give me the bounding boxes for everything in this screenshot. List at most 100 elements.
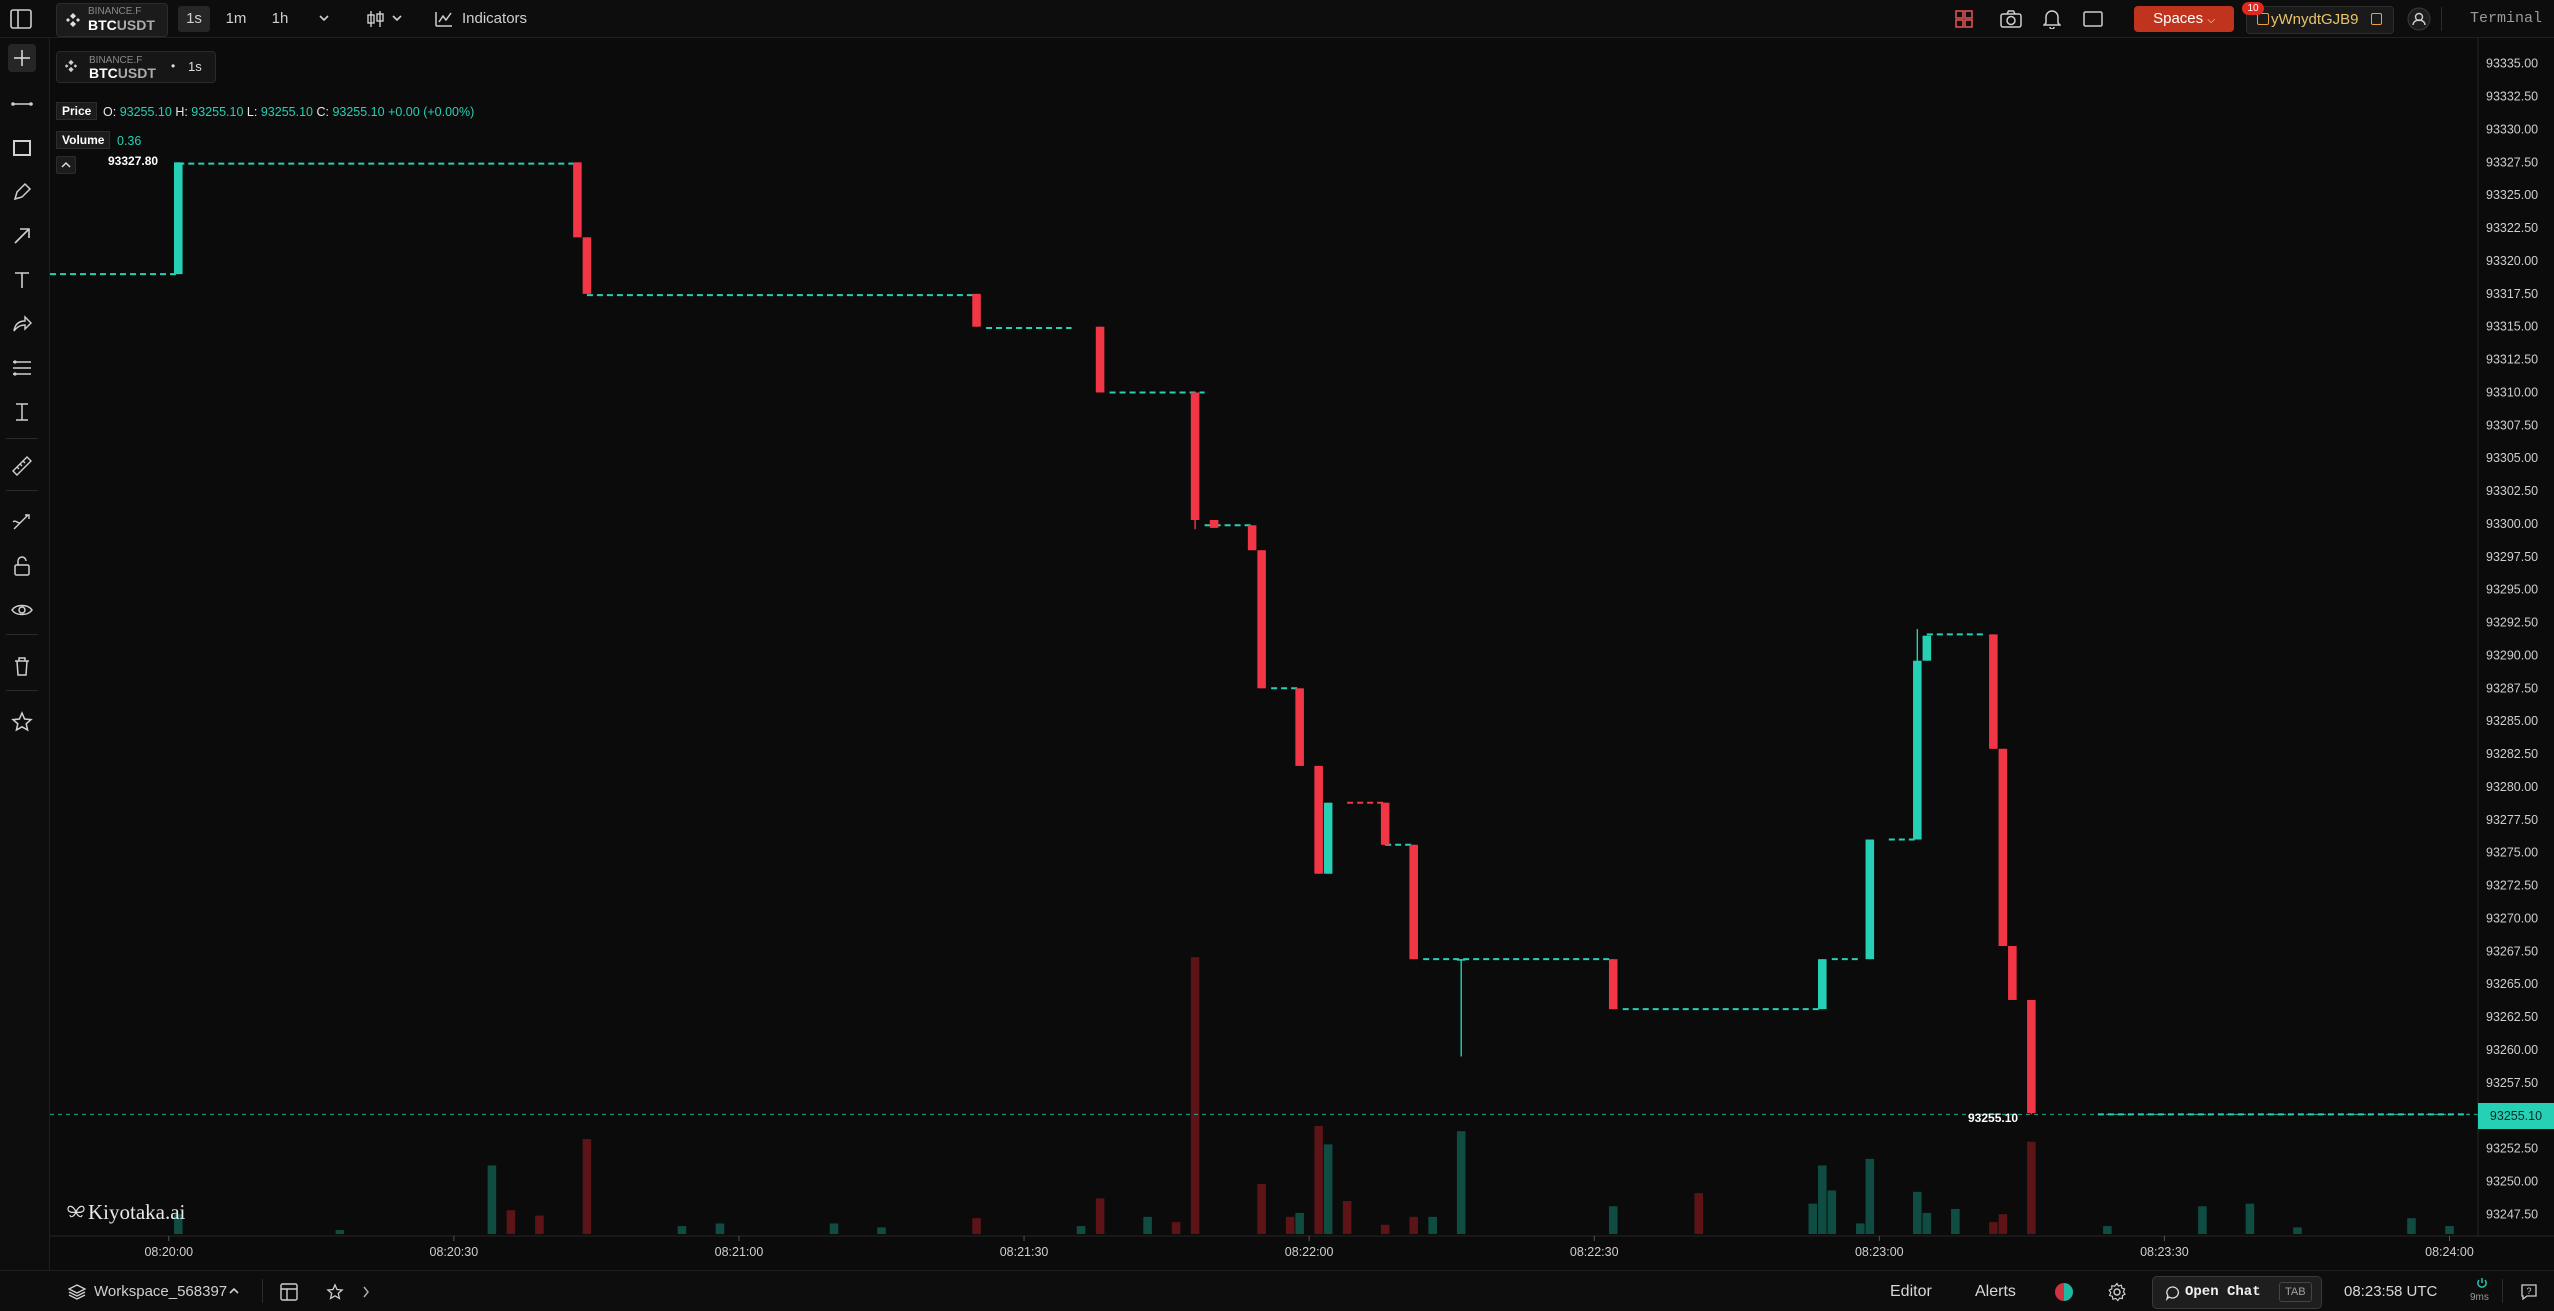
magic-draw-icon[interactable] xyxy=(8,508,36,536)
candle-body xyxy=(1865,839,1875,960)
time-tick-label: 08:22:00 xyxy=(1285,1245,1334,1259)
change-percent: (+0.00%) xyxy=(423,105,475,119)
divider xyxy=(6,634,38,635)
chevron-down-icon[interactable] xyxy=(318,13,330,23)
volume-bar xyxy=(877,1227,886,1234)
price-tick-label: 93265.00 xyxy=(2486,977,2538,991)
price-tick-label: 93275.00 xyxy=(2486,846,2538,860)
window-icon[interactable] xyxy=(2083,10,2103,28)
symbol-quote: USDT xyxy=(116,17,155,33)
alerts-button[interactable]: Alerts xyxy=(1975,1283,2016,1300)
lock-icon[interactable] xyxy=(8,552,36,580)
price-tick-label: 93300.00 xyxy=(2486,517,2538,531)
layout-icon[interactable] xyxy=(279,1282,299,1302)
interval-1m-button[interactable]: 1m xyxy=(225,10,247,27)
price-tick-label: 93302.50 xyxy=(2486,484,2538,498)
spaces-button[interactable]: Spaces ⌵ xyxy=(2134,6,2234,32)
candle-body xyxy=(1323,802,1333,874)
volume-bar xyxy=(2293,1227,2302,1234)
candle-body xyxy=(1922,635,1932,661)
price-tick-label: 93325.00 xyxy=(2486,188,2538,202)
workspace-selector[interactable]: Workspace_568397 xyxy=(94,1283,228,1300)
account-button[interactable]: yWnydtGJB9 xyxy=(2246,6,2394,34)
pen-icon[interactable] xyxy=(8,178,36,206)
eye-icon[interactable] xyxy=(8,596,36,624)
ruler-icon[interactable] xyxy=(8,452,36,480)
legend-symbol-box[interactable]: BINANCE.F BTCUSDT • 1s xyxy=(56,51,216,83)
camera-icon[interactable] xyxy=(2000,9,2022,29)
bell-icon[interactable] xyxy=(2043,9,2061,29)
trash-icon[interactable] xyxy=(8,652,36,680)
volume-bar xyxy=(715,1223,725,1234)
volume-bar xyxy=(1409,1216,1418,1234)
arrow-icon[interactable] xyxy=(8,222,36,250)
binance-logo-icon xyxy=(65,12,81,28)
volume-bar xyxy=(1380,1224,1390,1234)
chevron-down-icon[interactable] xyxy=(392,14,402,22)
candle-body xyxy=(1095,326,1105,393)
time-tick-label: 08:20:00 xyxy=(144,1245,193,1259)
price-tick-label: 93292.50 xyxy=(2486,616,2538,630)
volume-bar xyxy=(1922,1212,1932,1234)
interval-1h-button[interactable]: 1h xyxy=(271,10,289,27)
star-icon[interactable] xyxy=(8,708,36,736)
volume-bar xyxy=(2198,1206,2207,1234)
price-tick-label: 93272.50 xyxy=(2486,879,2538,893)
gear-icon[interactable] xyxy=(2107,1282,2127,1302)
time-tick-label: 08:24:00 xyxy=(2425,1245,2474,1259)
volume-bar xyxy=(335,1230,345,1234)
editor-button[interactable]: Editor xyxy=(1890,1283,1932,1300)
utc-clock: 08:23:58 UTC xyxy=(2344,1283,2438,1300)
price-tick-label: 93287.50 xyxy=(2486,681,2538,695)
symbol-selector[interactable]: BINANCE.F BTCUSDT xyxy=(56,3,168,37)
volume-bar xyxy=(2445,1226,2454,1234)
sentiment-icon[interactable] xyxy=(2055,1283,2073,1301)
copy-icon[interactable] xyxy=(2371,13,2382,25)
volume-bar xyxy=(2027,1141,2036,1234)
chevron-right-icon[interactable] xyxy=(361,1285,371,1299)
star-icon[interactable] xyxy=(325,1282,345,1302)
time-tick-label: 08:22:30 xyxy=(1570,1245,1619,1259)
collapse-legend-button[interactable] xyxy=(56,156,76,174)
candle-body xyxy=(1247,525,1257,551)
price-tick-label: 93247.50 xyxy=(2486,1207,2538,1221)
tab-shortcut-badge: TAB xyxy=(2279,1282,2312,1302)
chart-canvas[interactable]: 93335.00 93332.50 93330.00 93327.50 93325.00… xyxy=(50,38,2554,1270)
open-chat-button[interactable]: Open Chat TAB xyxy=(2152,1276,2322,1309)
volume-bar xyxy=(582,1139,592,1234)
rectangle-icon[interactable] xyxy=(8,134,36,162)
top-toolbar: BINANCE.F BTCUSDT 1s 1m 1h Indicators Sp… xyxy=(0,0,2554,38)
sidebar-toggle-icon[interactable] xyxy=(10,9,32,29)
measure-range-icon[interactable] xyxy=(8,398,36,426)
divider xyxy=(262,1279,263,1303)
help-icon[interactable]: ? xyxy=(2520,1283,2538,1301)
volume-bar xyxy=(1285,1216,1295,1234)
price-chart[interactable]: 93335.00 93332.50 93330.00 93327.50 93325.00… xyxy=(50,38,2554,1270)
price-tick-label: 93320.00 xyxy=(2486,254,2538,268)
notification-badge: 10 xyxy=(2242,2,2264,15)
volume-value: 0.36 xyxy=(117,134,141,148)
layout-grid-icon[interactable] xyxy=(1955,10,1973,28)
candle-type-icon[interactable] xyxy=(366,10,386,28)
text-icon[interactable] xyxy=(8,266,36,294)
interval-1s-button[interactable]: 1s xyxy=(178,6,210,32)
indicators-icon[interactable] xyxy=(434,10,454,28)
indicators-button[interactable]: Indicators xyxy=(462,10,528,27)
crosshair-icon[interactable] xyxy=(8,44,36,72)
price-tick-label: 93257.50 xyxy=(2486,1076,2538,1090)
price-tick-label: 93315.00 xyxy=(2486,320,2538,334)
volume-bar xyxy=(2103,1226,2112,1234)
horizontal-line-icon[interactable] xyxy=(8,90,36,118)
chevron-up-icon[interactable] xyxy=(228,1286,240,1296)
terminal-button[interactable]: Terminal xyxy=(2470,10,2543,27)
spaces-label: Spaces xyxy=(2153,10,2204,27)
share-arrow-icon[interactable] xyxy=(8,310,36,338)
time-tick-label: 08:21:30 xyxy=(1000,1245,1049,1259)
price-tick-label: 93252.50 xyxy=(2486,1142,2538,1156)
price-tick-label: 93317.50 xyxy=(2486,287,2538,301)
candle-body xyxy=(174,162,183,275)
fib-levels-icon[interactable] xyxy=(8,354,36,382)
price-legend-label: Price xyxy=(56,102,98,120)
user-avatar-icon[interactable] xyxy=(2407,7,2431,31)
candle-body xyxy=(1380,802,1390,845)
